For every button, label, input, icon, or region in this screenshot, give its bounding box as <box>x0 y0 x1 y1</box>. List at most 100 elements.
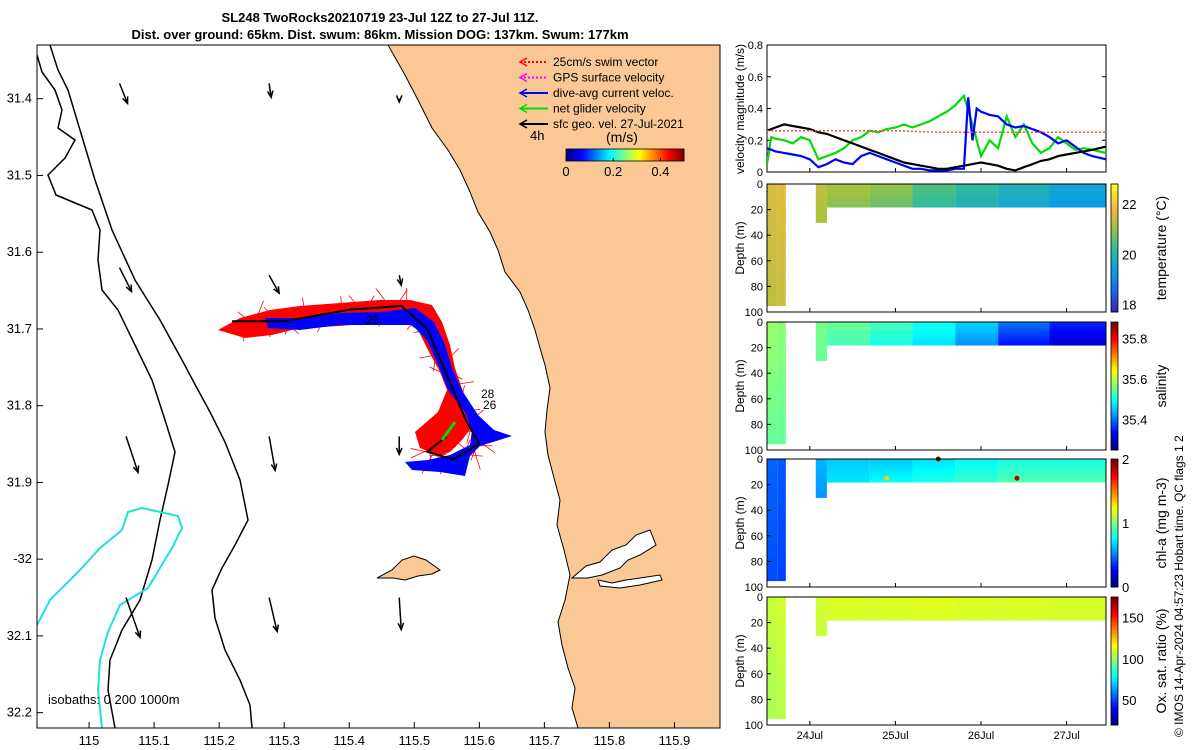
geo-arrow-shaft <box>125 597 141 638</box>
section-cell <box>998 608 1050 612</box>
colorbar-cell <box>634 149 638 161</box>
section-cell <box>767 269 778 282</box>
section-frame <box>766 596 1107 726</box>
section-colorbar-cell <box>1111 227 1118 231</box>
section-cell <box>998 601 1050 605</box>
section-colorbar-cell <box>1111 533 1118 537</box>
colorbar-cell <box>603 149 606 161</box>
geo-arrow-shaft <box>118 83 129 104</box>
section-cell <box>826 615 870 619</box>
depth-tick-label: 60 <box>751 669 763 681</box>
section-colorbar-cell <box>1111 253 1118 257</box>
colorbar-cell <box>609 149 612 161</box>
colorbar-cell <box>601 149 604 161</box>
depth-axis-label: Depth (m) <box>733 496 747 549</box>
section-panel-salinity: 0 20 40 60 80 100 Depth (m) 35.4 35.6 35.8 salinit… <box>733 317 1169 457</box>
section-cell <box>815 466 827 472</box>
section-colorbar-cell <box>1111 337 1118 341</box>
colorbar-tick-label: 0.4 <box>651 164 669 179</box>
colorbar-cell <box>585 149 589 161</box>
section-colorbar-cell <box>1111 507 1118 511</box>
section-cell <box>815 489 827 495</box>
section-cell <box>955 613 999 616</box>
section-cell <box>815 485 827 491</box>
section-colorbar-tick-label: 50 <box>1122 693 1136 708</box>
section-colorbar-cell <box>1111 620 1118 623</box>
section-colorbar-cell <box>1111 617 1118 621</box>
geo-arrow-head <box>395 95 403 104</box>
legend-label: dive-avg current veloc. <box>553 86 674 100</box>
section-colorbar-cell <box>1111 240 1118 244</box>
section-cell <box>869 204 913 208</box>
section-cell <box>777 346 786 359</box>
section-cell <box>869 459 913 462</box>
section-colorbar-cell <box>1111 217 1118 221</box>
section-cell <box>767 407 778 420</box>
section-cell <box>869 193 913 197</box>
legend-arrowhead <box>518 88 528 98</box>
colorbar-cell <box>617 149 620 161</box>
section-colorbar-label: salinity <box>1153 365 1169 408</box>
section-cell <box>777 419 786 432</box>
section-cell <box>767 394 778 408</box>
section-colorbar-cell <box>1111 329 1118 333</box>
section-colorbar-cell <box>1111 461 1118 465</box>
colorbar-cell <box>599 149 602 161</box>
section-cell <box>955 193 999 197</box>
section-cell <box>869 340 913 344</box>
colorbar-cell <box>646 149 650 161</box>
section-cell <box>815 631 827 636</box>
colorbar-cell <box>589 149 593 161</box>
section-cell <box>767 244 778 258</box>
geo-arrow-head <box>272 624 280 634</box>
net-glider-velocity-vector <box>440 421 457 441</box>
section-cell <box>826 599 870 603</box>
section-colorbar-tick-label: 35.8 <box>1122 331 1147 346</box>
section-cell <box>955 472 999 476</box>
date-tick-label: 25Jul <box>882 730 908 742</box>
day-label-28: 28 <box>481 387 495 401</box>
geo-arrow-head <box>397 622 405 632</box>
section-cell <box>869 190 913 194</box>
section-cell <box>815 191 827 197</box>
section-cell <box>767 471 778 484</box>
depth-tick-label: 0 <box>757 592 763 604</box>
section-cell <box>815 325 827 331</box>
section-cell <box>777 382 786 396</box>
section-colorbar-cell <box>1111 571 1118 575</box>
velocity-series-line <box>767 123 1106 172</box>
section-cell <box>998 468 1050 472</box>
section-colorbar-cell <box>1111 380 1118 384</box>
section-cell <box>869 338 913 341</box>
section-cell <box>1049 190 1106 194</box>
section-cell <box>869 326 913 330</box>
section-colorbar-cell <box>1111 291 1118 295</box>
section-cell <box>1049 326 1106 330</box>
section-cell <box>955 597 999 600</box>
section-colorbar-cell <box>1111 421 1118 425</box>
map-x-tick-label: 115.5 <box>398 733 430 748</box>
section-cell <box>955 479 999 483</box>
section-colorbar-tick-label: 20 <box>1122 247 1136 262</box>
section-colorbar-cell <box>1111 439 1118 443</box>
section-colorbar-cell <box>1111 655 1118 659</box>
colorbar-cell <box>650 149 654 161</box>
day-label-26: 26 <box>483 398 497 412</box>
section-colorbar-cell <box>1111 635 1118 639</box>
section-frame <box>766 321 1107 451</box>
section-cell <box>777 609 786 622</box>
section-cell <box>998 477 1050 481</box>
section-cell <box>1049 335 1106 339</box>
section-cell <box>815 207 827 212</box>
section-colorbar-cell <box>1111 719 1118 723</box>
section-cell <box>815 218 827 223</box>
section-cell <box>998 197 1050 201</box>
section-cell <box>998 204 1050 208</box>
section-cell <box>815 493 827 498</box>
section-cell <box>777 706 786 720</box>
section-colorbar-cell <box>1111 189 1118 193</box>
section-cell <box>998 459 1050 462</box>
geo-arrow-shaft <box>118 267 133 292</box>
section-colorbar-cell <box>1111 393 1118 397</box>
